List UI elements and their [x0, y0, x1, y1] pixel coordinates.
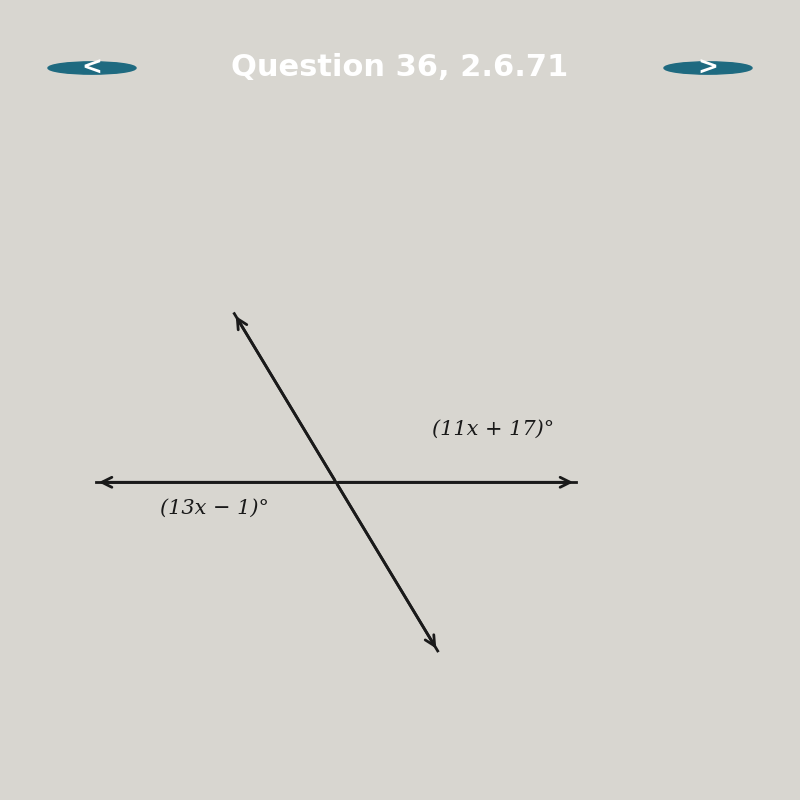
- Text: >: >: [698, 56, 718, 80]
- Circle shape: [48, 62, 136, 74]
- Text: (13x − 1)°: (13x − 1)°: [160, 499, 269, 518]
- Text: <: <: [82, 56, 102, 80]
- Text: (11x + 17)°: (11x + 17)°: [432, 419, 554, 438]
- Text: Question 36, 2.6.71: Question 36, 2.6.71: [231, 54, 569, 82]
- Circle shape: [664, 62, 752, 74]
